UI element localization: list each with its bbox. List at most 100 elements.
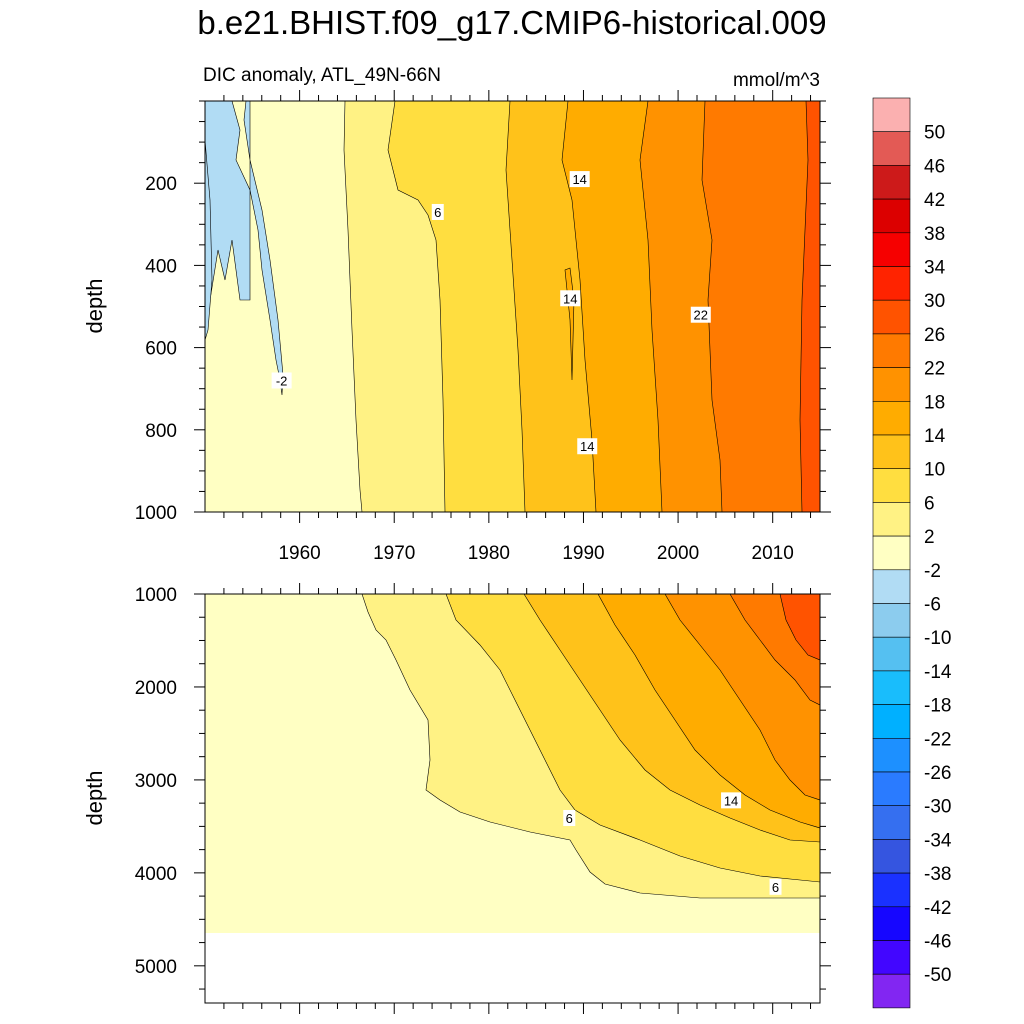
colorbar-swatch [872, 165, 911, 200]
colorbar-label: 14 [924, 426, 946, 447]
colorbar-swatch [872, 333, 911, 368]
upper-y-tick-label: 400 [145, 256, 177, 277]
colorbar-label: -18 [924, 696, 951, 717]
contour-label-bg [769, 878, 782, 895]
colorbar-label: 30 [924, 291, 945, 312]
lower-y-axis-label: depth [82, 770, 107, 825]
colorbar-label: -6 [924, 595, 941, 616]
contour-label: 6 [431, 203, 444, 220]
colorbar-label: -46 [924, 932, 951, 953]
x-tick-label: 1970 [373, 543, 415, 564]
colorbar-swatch [872, 468, 911, 503]
x-tick-label: 2000 [657, 543, 699, 564]
contour-label: 6 [769, 878, 782, 895]
colorbar-label: -26 [924, 763, 951, 784]
colorbar-label: -50 [924, 965, 951, 986]
contour-label-bg [721, 792, 742, 809]
contour-label: 6 [563, 810, 576, 827]
contour-label-bg [271, 372, 292, 389]
colorbar-swatch [872, 906, 911, 941]
colorbar-label: -2 [924, 561, 941, 582]
colorbar-swatch [872, 266, 911, 301]
contour-label: 14 [577, 438, 598, 455]
upper-panel: 1960 1970 1980 1990 2000 2010 200 400 600 800 1000… [82, 90, 831, 564]
contour-label-text: 22 [694, 308, 708, 323]
colorbar-swatch [872, 131, 911, 166]
colorbar-swatch [872, 973, 911, 1009]
contour-label-text: 6 [434, 205, 441, 220]
colorbar-swatch [872, 737, 911, 773]
upper-y-tick-label: 800 [145, 421, 177, 442]
upper-y-tick-label: 600 [145, 339, 177, 360]
contour-label: 22 [690, 306, 711, 323]
colorbar-swatch [872, 367, 911, 402]
colorbar-label: -10 [924, 628, 951, 649]
contour-label-bg [690, 306, 711, 323]
contour-label: 14 [569, 171, 590, 188]
colorbar-label: 42 [924, 190, 945, 211]
contour-label: 14 [721, 792, 742, 809]
colorbar-swatch [872, 569, 911, 604]
colorbar-label: 2 [924, 527, 935, 548]
colorbar-label: -38 [924, 864, 951, 885]
contour-label-bg [431, 203, 444, 220]
upper-y-tick-label: 200 [145, 174, 177, 195]
lower-y-tick-label: 3000 [135, 771, 177, 792]
colorbar-label: 34 [924, 258, 946, 279]
contour-label-bg [577, 438, 598, 455]
colorbar-swatch [872, 670, 911, 705]
colorbar-label: 18 [924, 392, 945, 413]
x-tick-label: 1990 [562, 543, 604, 564]
upper-y-tick-label: 1000 [135, 503, 177, 524]
colorbar-label: 46 [924, 156, 945, 177]
colorbar-label: 38 [924, 224, 945, 245]
colorbar-swatch [872, 535, 911, 571]
colorbar-swatch [872, 704, 911, 739]
contour-label-text: 14 [724, 793, 738, 808]
colorbar-swatch [872, 771, 911, 807]
contour-label: -2 [271, 372, 292, 389]
lower-y-tick-label: 1000 [135, 585, 177, 606]
colorbar-swatch [872, 839, 911, 874]
colorbar-swatch [872, 805, 911, 840]
upper-y-axis-label: depth [82, 278, 107, 333]
chart-title: b.e21.BHIST.f09_g17.CMIP6-historical.009 [197, 4, 826, 41]
colorbar-label: -42 [924, 898, 951, 919]
x-tick-label: 2010 [752, 543, 794, 564]
colorbar-label: -14 [924, 662, 952, 683]
colorbar-swatch [872, 636, 911, 672]
x-tick-label: 1980 [468, 543, 510, 564]
lower-contour-field [205, 594, 820, 1003]
colorbar-swatch [872, 97, 911, 133]
lower-panel: 1000 2000 3000 4000 5000 depth 6 14 6 [82, 583, 831, 1014]
colorbar-swatch [872, 502, 911, 537]
colorbar-swatch [872, 940, 911, 975]
x-tick-label: 1960 [278, 543, 320, 564]
colorbar-swatch [872, 299, 911, 335]
contour-label-bg [569, 171, 590, 188]
contour-label: 14 [560, 290, 581, 307]
colorbar-label: -22 [924, 729, 951, 750]
colorbar-swatch [872, 198, 911, 234]
lower-axes: 1000 2000 3000 4000 5000 [135, 583, 831, 1014]
contour-label-bg [563, 810, 576, 827]
colorbar-swatch [872, 872, 911, 908]
lower-y-tick-label: 2000 [135, 678, 177, 699]
colorbar-swatch [872, 400, 911, 436]
contour-label-text: -2 [276, 373, 288, 388]
contour-label-text: 14 [572, 172, 586, 187]
colorbar-swatch [872, 232, 911, 267]
lower-plot-frame [204, 593, 821, 1004]
units-label: mmol/m^3 [733, 70, 820, 91]
colorbar-label: 26 [924, 325, 945, 346]
colorbar-label: -34 [924, 830, 952, 851]
contour-label-bg [560, 290, 581, 307]
colorbar-swatch [872, 434, 911, 470]
lower-contour-labels: 6 14 6 [563, 792, 782, 895]
colorbar-swatch [872, 603, 911, 638]
upper-contour-field [205, 101, 820, 512]
upper-axes: 1960 1970 1980 1990 2000 2010 200 400 600 800 1000 [135, 90, 831, 564]
contour-label-text: 14 [580, 439, 594, 454]
colorbar-label: 50 [924, 123, 945, 144]
